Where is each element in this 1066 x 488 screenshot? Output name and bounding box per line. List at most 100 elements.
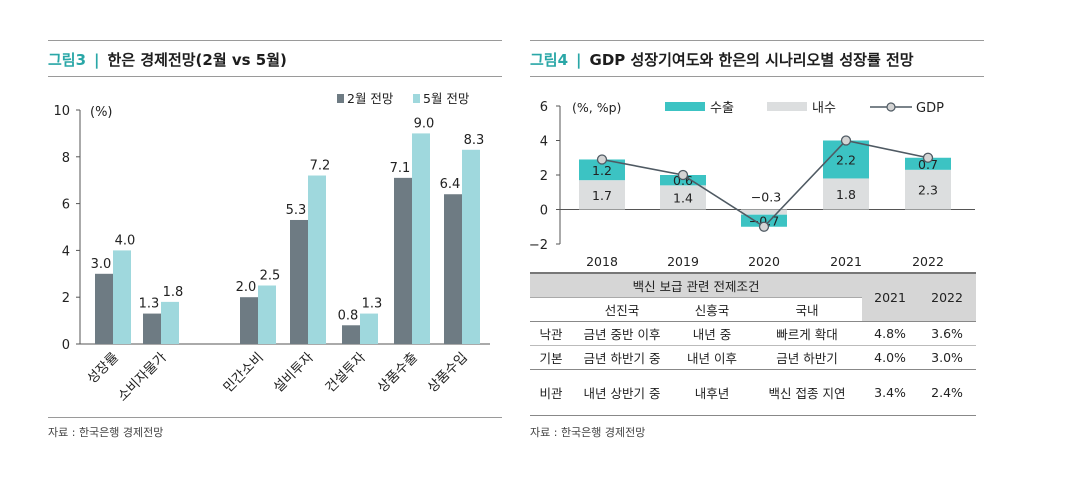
y-tick-label: 10 (53, 104, 70, 119)
legend-swatch (337, 94, 344, 103)
table-cell-emerging: 내년 이후 (672, 344, 752, 369)
data-label-export: 1.2 (592, 163, 612, 178)
legend-label: GDP (916, 101, 944, 116)
data-label: 6.4 (440, 177, 461, 192)
table-cell-emerging: 내후년 (672, 368, 752, 416)
data-label: 1.8 (163, 285, 184, 300)
table-row: 비관 내년 상반기 중 내후년 백신 접종 지연 3.4% 2.4% (530, 368, 977, 416)
legend-label: 수출 (710, 101, 734, 116)
table-header-year-2021: 2021 (862, 272, 919, 321)
data-label: 1.3 (362, 297, 383, 312)
left-title-rule-top (48, 40, 502, 41)
y-tick-label: 8 (62, 151, 70, 166)
left-title-rule-bottom (48, 76, 502, 77)
right-figure-label: 그림4 (530, 51, 569, 69)
table-subheader-emerging: 신흥국 (694, 302, 730, 318)
y-tick-label: 4 (62, 244, 70, 259)
bar (113, 250, 131, 344)
right-title-rule-top (530, 40, 984, 41)
table-cell-domestic: 금년 하반기 (752, 344, 863, 369)
legend-swatch (413, 94, 420, 103)
x-tick-label: 설비투자 (270, 349, 317, 396)
bar (290, 219, 308, 344)
bar-export (660, 175, 706, 186)
gdp-point (758, 221, 770, 232)
table-row: 낙관 금년 중반 이후 내년 중 빠르게 확대 4.8% 3.6% (530, 320, 977, 345)
x-tick-label: 민간소비 (220, 350, 266, 396)
bar (308, 175, 326, 344)
gdp-point (596, 154, 608, 165)
data-label: 1.3 (139, 297, 160, 312)
y-tick-label: 6 (62, 198, 70, 213)
data-label-domestic: 2.3 (918, 183, 938, 198)
bar (412, 133, 430, 344)
left-figure-title: 그림3 | 한은 경제전망(2월 vs 5월) (48, 51, 287, 69)
data-label-domestic: 1.4 (673, 190, 693, 205)
x-tick-label: 소비자물가 (115, 350, 170, 405)
bar (342, 325, 360, 344)
y-tick-label: 0 (62, 338, 70, 353)
table-cell-scenario: 비관 (530, 368, 572, 416)
data-label: 9.0 (414, 116, 435, 131)
bar (360, 313, 378, 344)
bar-domestic (905, 169, 951, 210)
table-cell-2022: 3.6% (918, 320, 977, 345)
data-label-export: 0.6 (673, 173, 693, 188)
table-subheader-advanced: 선진국 (604, 302, 640, 318)
bar (258, 285, 276, 344)
bar (143, 313, 161, 344)
data-label: 5.3 (286, 203, 307, 218)
bar-domestic (741, 209, 787, 215)
legend-label: 5월 전망 (423, 91, 470, 106)
gdp-point (677, 169, 689, 181)
bar (240, 297, 258, 344)
table-cell-2021: 4.0% (862, 344, 919, 369)
x-tick-label: 2020 (748, 254, 780, 269)
legend-swatch-domestic (767, 102, 807, 111)
gdp-point (922, 152, 934, 163)
bar-domestic (660, 185, 706, 210)
table-cell-2022: 2.4% (918, 368, 977, 416)
y-tick-label: 4 (540, 135, 548, 150)
table-subheader-row: 선진국 신흥국 국내 (530, 297, 976, 321)
table-subheader-domestic: 국내 (795, 302, 819, 318)
y-tick-label: 0 (540, 204, 548, 219)
data-label: 7.2 (310, 159, 331, 174)
unit-label: (%) (90, 105, 113, 120)
table-cell-advanced: 내년 상반기 중 (572, 368, 672, 416)
bar (462, 149, 480, 344)
x-tick-label: 2022 (912, 254, 944, 269)
right-figure-title: 그림4 | GDP 성장기여도와 한은의 시나리오별 성장률 전망 (530, 51, 914, 69)
bar (444, 194, 462, 344)
table-cell-scenario: 낙관 (530, 320, 572, 345)
x-tick-label: 성장률 (84, 350, 122, 388)
data-label: 7.1 (390, 161, 411, 176)
table-header-row: 백신 보급 관련 전제조건 2021 2022 (530, 272, 977, 321)
bar-export (823, 140, 869, 179)
bar (95, 273, 113, 344)
legend-swatch-export (665, 102, 705, 111)
data-label-domestic: 1.7 (592, 188, 612, 203)
x-tick-label: 상품수출 (374, 350, 420, 396)
data-label-domestic: −0.3 (751, 190, 781, 205)
table-cell-2021: 3.4% (862, 368, 919, 416)
y-tick-label: 6 (540, 100, 548, 115)
data-label: 3.0 (91, 257, 112, 272)
unit-label: (%, %p) (572, 100, 621, 115)
data-label-domestic: 1.8 (836, 187, 856, 202)
bar-export (905, 157, 951, 170)
x-tick-label: 건설투자 (322, 349, 369, 396)
bar-domestic (823, 178, 869, 210)
y-tick-label: 2 (540, 169, 548, 184)
x-tick-label: 2018 (586, 254, 618, 269)
legend-marker-gdp (886, 102, 896, 112)
y-tick-label: 2 (62, 291, 70, 306)
table-cell-domestic: 백신 접종 지연 (752, 368, 863, 416)
data-label: 4.0 (115, 233, 136, 248)
right-contribution-chart: −2 0 2 4 6 (%, %p) 수출 내수 GDP 1.7 1.2 2018 1.4 0.6 2019… (530, 100, 975, 269)
right-title-text: GDP 성장기여도와 한은의 시나리오별 성장률 전망 (589, 51, 914, 69)
table-cell-emerging: 내년 중 (672, 320, 752, 345)
bar-export (741, 214, 787, 227)
bar-export (579, 159, 625, 181)
